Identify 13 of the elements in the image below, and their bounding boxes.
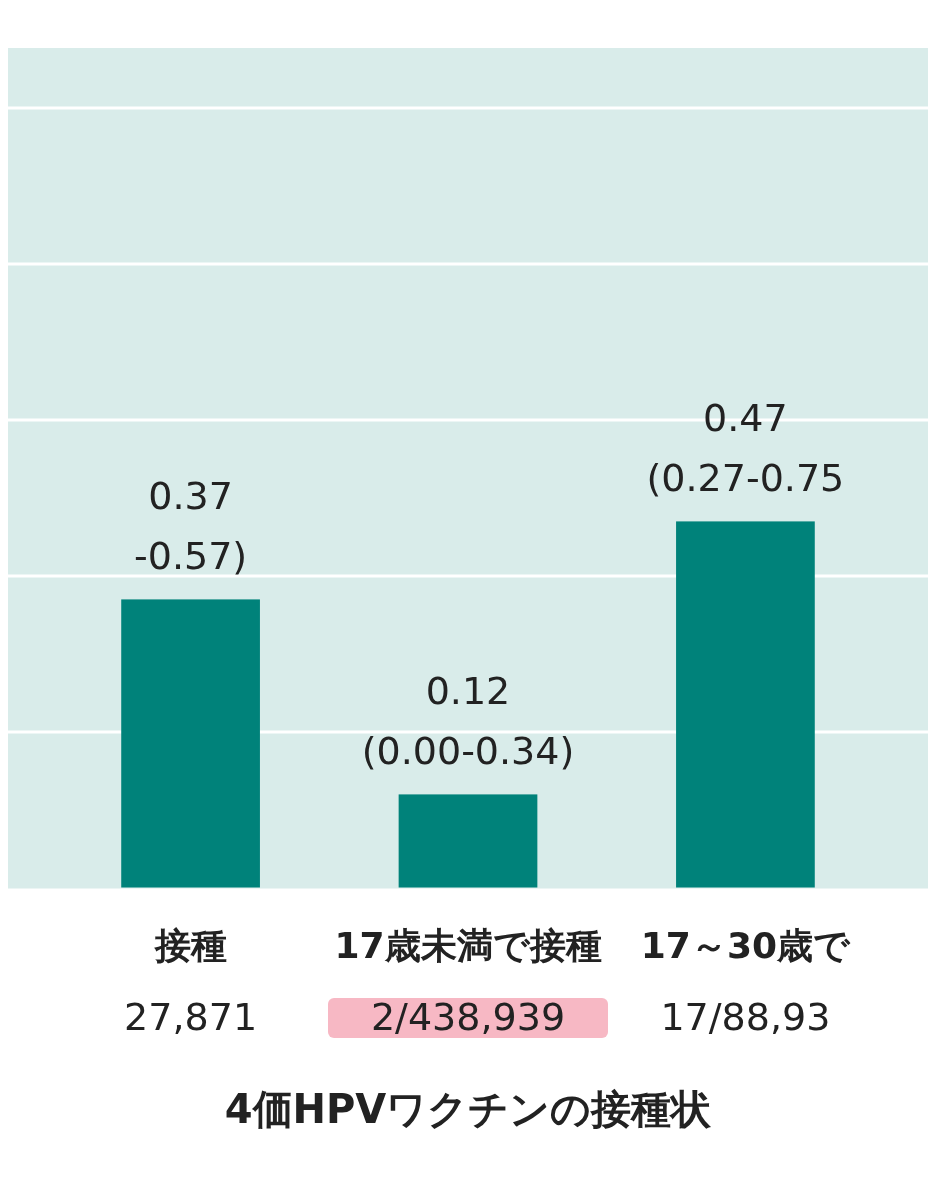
text: 2/438,939: [370, 995, 566, 1039]
annotation: -0.57): [134, 534, 248, 579]
data-label: 0.37: [148, 474, 233, 519]
x-tick-label: 17歳未満で接種: [334, 925, 602, 966]
x-axis-title: 4価HPVワクチンの接種状: [224, 1086, 713, 1132]
annotation: (0.00-0.34): [361, 729, 575, 774]
data-label: 0.12: [425, 669, 511, 714]
text: 27,871: [124, 995, 258, 1039]
data-label: 0.47: [703, 396, 788, 441]
x-tick-label: 接種: [153, 925, 227, 966]
text: 17/88,93: [660, 995, 831, 1039]
x-tick-label: 17～30歳で: [640, 925, 852, 966]
annotation: (0.27-0.75: [646, 456, 845, 501]
